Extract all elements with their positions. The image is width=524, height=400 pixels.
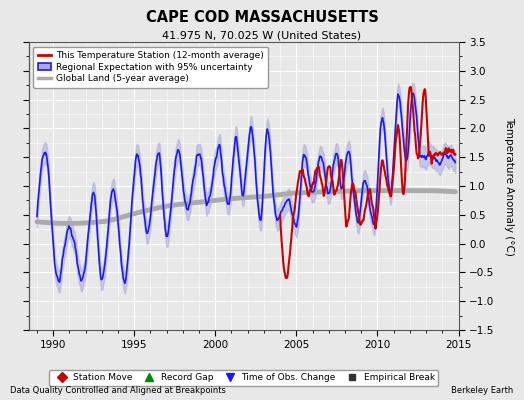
Text: CAPE COD MASSACHUSETTS: CAPE COD MASSACHUSETTS: [146, 10, 378, 25]
Text: Berkeley Earth: Berkeley Earth: [451, 386, 514, 395]
Text: 41.975 N, 70.025 W (United States): 41.975 N, 70.025 W (United States): [162, 30, 362, 40]
Legend: Station Move, Record Gap, Time of Obs. Change, Empirical Break: Station Move, Record Gap, Time of Obs. C…: [49, 370, 439, 386]
Text: Data Quality Controlled and Aligned at Breakpoints: Data Quality Controlled and Aligned at B…: [10, 386, 226, 395]
Y-axis label: Temperature Anomaly (°C): Temperature Anomaly (°C): [504, 116, 514, 256]
